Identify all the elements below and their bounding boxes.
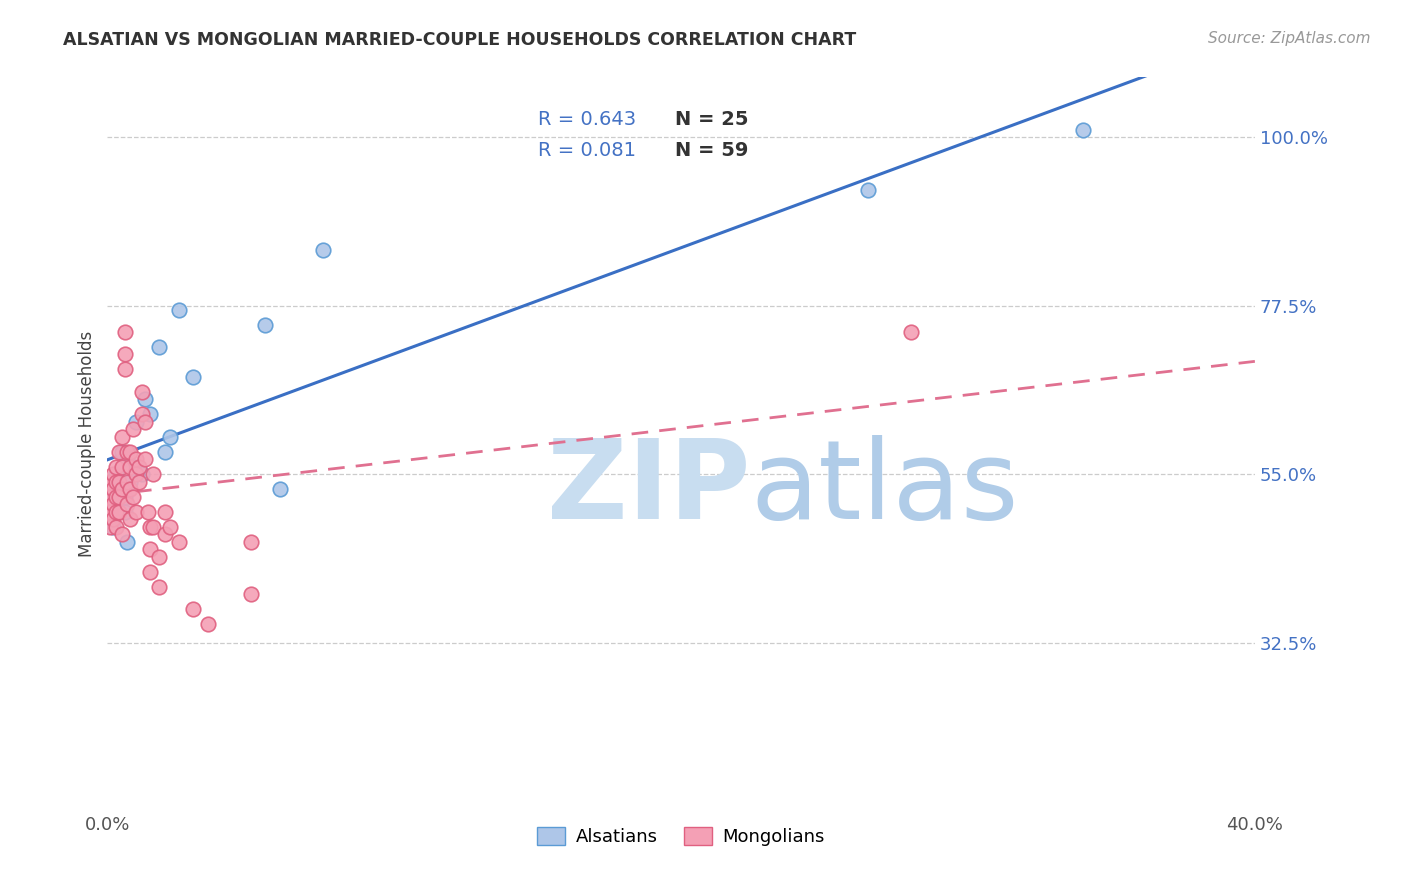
Point — [104, 459, 127, 474]
Point — [101, 482, 124, 496]
Point — [153, 505, 176, 519]
Point — [98, 505, 121, 519]
Point — [114, 505, 136, 519]
Point — [101, 512, 124, 526]
Point — [139, 519, 162, 533]
Point — [104, 490, 127, 504]
Point — [111, 482, 134, 496]
Point — [136, 505, 159, 519]
Point — [134, 392, 156, 407]
Text: R = 0.643: R = 0.643 — [537, 111, 636, 129]
Point — [153, 445, 176, 459]
Point — [148, 580, 170, 594]
Point — [125, 415, 148, 429]
Point — [114, 490, 136, 504]
Point — [142, 519, 165, 533]
Point — [167, 302, 190, 317]
Point — [125, 452, 148, 467]
Point — [254, 318, 277, 332]
Point — [111, 430, 134, 444]
Point — [117, 497, 139, 511]
Point — [139, 542, 162, 557]
Point — [98, 475, 121, 489]
Point — [134, 415, 156, 429]
Point — [117, 445, 139, 459]
Point — [98, 519, 121, 533]
Point — [239, 534, 262, 549]
Point — [120, 459, 142, 474]
Point — [120, 512, 142, 526]
Point — [104, 475, 127, 489]
Point — [120, 482, 142, 496]
Point — [108, 475, 131, 489]
Point — [269, 482, 291, 496]
Point — [856, 183, 879, 197]
Text: R = 0.081: R = 0.081 — [537, 141, 636, 161]
Point — [197, 617, 219, 632]
Legend: Alsatians, Mongolians: Alsatians, Mongolians — [530, 820, 832, 854]
Point — [159, 519, 181, 533]
Point — [900, 325, 922, 339]
Text: N = 59: N = 59 — [675, 141, 749, 161]
Point — [114, 325, 136, 339]
Point — [128, 475, 150, 489]
Point — [142, 467, 165, 482]
Point — [108, 490, 131, 504]
Point — [131, 467, 153, 482]
Point — [117, 534, 139, 549]
Text: ALSATIAN VS MONGOLIAN MARRIED-COUPLE HOUSEHOLDS CORRELATION CHART: ALSATIAN VS MONGOLIAN MARRIED-COUPLE HOU… — [63, 31, 856, 49]
Point — [239, 587, 262, 601]
Point — [108, 505, 131, 519]
Point — [125, 467, 148, 482]
Point — [311, 243, 333, 257]
Point — [153, 527, 176, 541]
Point — [148, 340, 170, 354]
Point — [114, 347, 136, 361]
Point — [101, 467, 124, 482]
Point — [131, 384, 153, 399]
Point — [101, 519, 124, 533]
Point — [108, 445, 131, 459]
Point — [125, 505, 148, 519]
Point — [128, 459, 150, 474]
Text: ZIP: ZIP — [547, 434, 749, 541]
Point — [111, 482, 134, 496]
Point — [183, 370, 205, 384]
Point — [104, 467, 127, 482]
Point — [139, 565, 162, 579]
Point — [122, 490, 145, 504]
Point — [98, 490, 121, 504]
Point — [183, 602, 205, 616]
Point — [120, 475, 142, 489]
Point — [111, 445, 134, 459]
Point — [101, 497, 124, 511]
Point — [104, 519, 127, 533]
Point — [111, 459, 134, 474]
Point — [159, 430, 181, 444]
Point — [117, 475, 139, 489]
Text: N = 25: N = 25 — [675, 111, 749, 129]
Point — [134, 452, 156, 467]
Y-axis label: Married-couple Households: Married-couple Households — [79, 331, 96, 558]
Point — [1071, 123, 1094, 137]
Point — [139, 408, 162, 422]
Point — [131, 408, 153, 422]
Point — [148, 549, 170, 564]
Point — [125, 459, 148, 474]
Point — [122, 422, 145, 436]
Point — [104, 505, 127, 519]
Point — [167, 534, 190, 549]
Text: Source: ZipAtlas.com: Source: ZipAtlas.com — [1208, 31, 1371, 46]
Text: atlas: atlas — [749, 434, 1018, 541]
Point — [104, 490, 127, 504]
Point — [111, 527, 134, 541]
Point — [114, 362, 136, 376]
Point — [117, 452, 139, 467]
Point — [120, 445, 142, 459]
